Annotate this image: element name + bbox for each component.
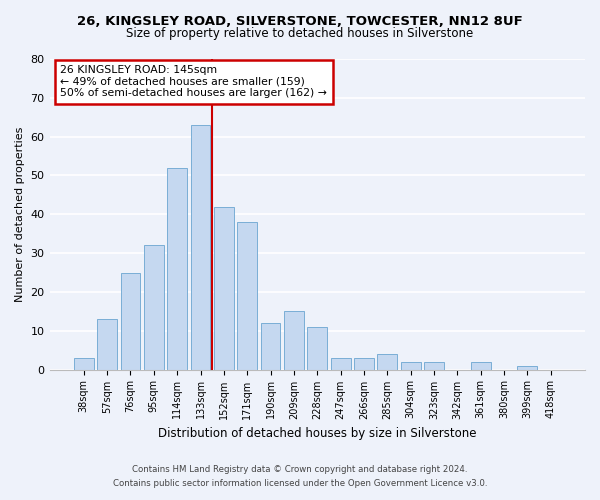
Bar bbox=[191, 125, 211, 370]
Bar bbox=[354, 358, 374, 370]
Bar bbox=[260, 323, 280, 370]
Y-axis label: Number of detached properties: Number of detached properties bbox=[15, 126, 25, 302]
Bar bbox=[331, 358, 350, 370]
Text: 26 KINGSLEY ROAD: 145sqm
← 49% of detached houses are smaller (159)
50% of semi-: 26 KINGSLEY ROAD: 145sqm ← 49% of detach… bbox=[60, 65, 327, 98]
Bar bbox=[121, 272, 140, 370]
X-axis label: Distribution of detached houses by size in Silverstone: Distribution of detached houses by size … bbox=[158, 427, 476, 440]
Bar bbox=[471, 362, 491, 370]
Bar bbox=[377, 354, 397, 370]
Bar bbox=[401, 362, 421, 370]
Bar bbox=[517, 366, 538, 370]
Bar bbox=[74, 358, 94, 370]
Bar bbox=[307, 327, 327, 370]
Bar bbox=[167, 168, 187, 370]
Bar bbox=[214, 206, 234, 370]
Bar bbox=[284, 312, 304, 370]
Text: 26, KINGSLEY ROAD, SILVERSTONE, TOWCESTER, NN12 8UF: 26, KINGSLEY ROAD, SILVERSTONE, TOWCESTE… bbox=[77, 15, 523, 28]
Bar bbox=[97, 319, 117, 370]
Bar bbox=[424, 362, 444, 370]
Bar bbox=[144, 246, 164, 370]
Text: Size of property relative to detached houses in Silverstone: Size of property relative to detached ho… bbox=[127, 28, 473, 40]
Bar bbox=[238, 222, 257, 370]
Text: Contains HM Land Registry data © Crown copyright and database right 2024.
Contai: Contains HM Land Registry data © Crown c… bbox=[113, 466, 487, 487]
